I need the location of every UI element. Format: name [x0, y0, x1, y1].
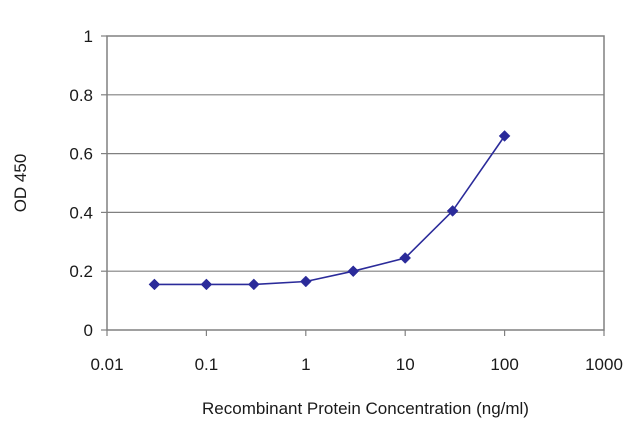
- x-tick-label: 1000: [585, 355, 623, 374]
- y-axis-title: OD 450: [11, 154, 30, 213]
- data-point-marker: [399, 252, 412, 264]
- x-tick-label: 0.01: [90, 355, 123, 374]
- data-point-marker: [498, 130, 511, 142]
- gridlines: [107, 94, 604, 272]
- data-point-marker: [148, 278, 161, 291]
- series-line: [154, 135, 506, 286]
- x-axis-title: Recombinant Protein Concentration (ng/ml…: [202, 399, 529, 418]
- y-tick-label: 1: [84, 27, 93, 46]
- x-tick-label: 10: [396, 355, 415, 374]
- plot-area: [106, 35, 605, 331]
- x-tick-label: 1: [301, 355, 310, 374]
- data-point-marker: [446, 205, 459, 217]
- y-tick-label: 0.4: [69, 203, 93, 222]
- data-point-marker: [200, 278, 213, 291]
- y-axis: 0 0.2 0.4 0.6 0.8 1: [69, 27, 107, 340]
- x-tick-label: 100: [490, 355, 518, 374]
- series: [148, 130, 511, 291]
- x-tick-label: 0.1: [195, 355, 219, 374]
- y-tick-label: 0.6: [69, 145, 93, 164]
- data-point-marker: [347, 265, 360, 278]
- data-point-marker: [299, 275, 312, 288]
- y-tick-label: 0: [84, 321, 93, 340]
- y-tick-label: 0.2: [69, 262, 93, 281]
- data-point-marker: [247, 278, 260, 291]
- x-axis: 0.01 0.1 1 10 100 1000: [90, 330, 623, 374]
- y-tick-label: 0.8: [69, 86, 93, 105]
